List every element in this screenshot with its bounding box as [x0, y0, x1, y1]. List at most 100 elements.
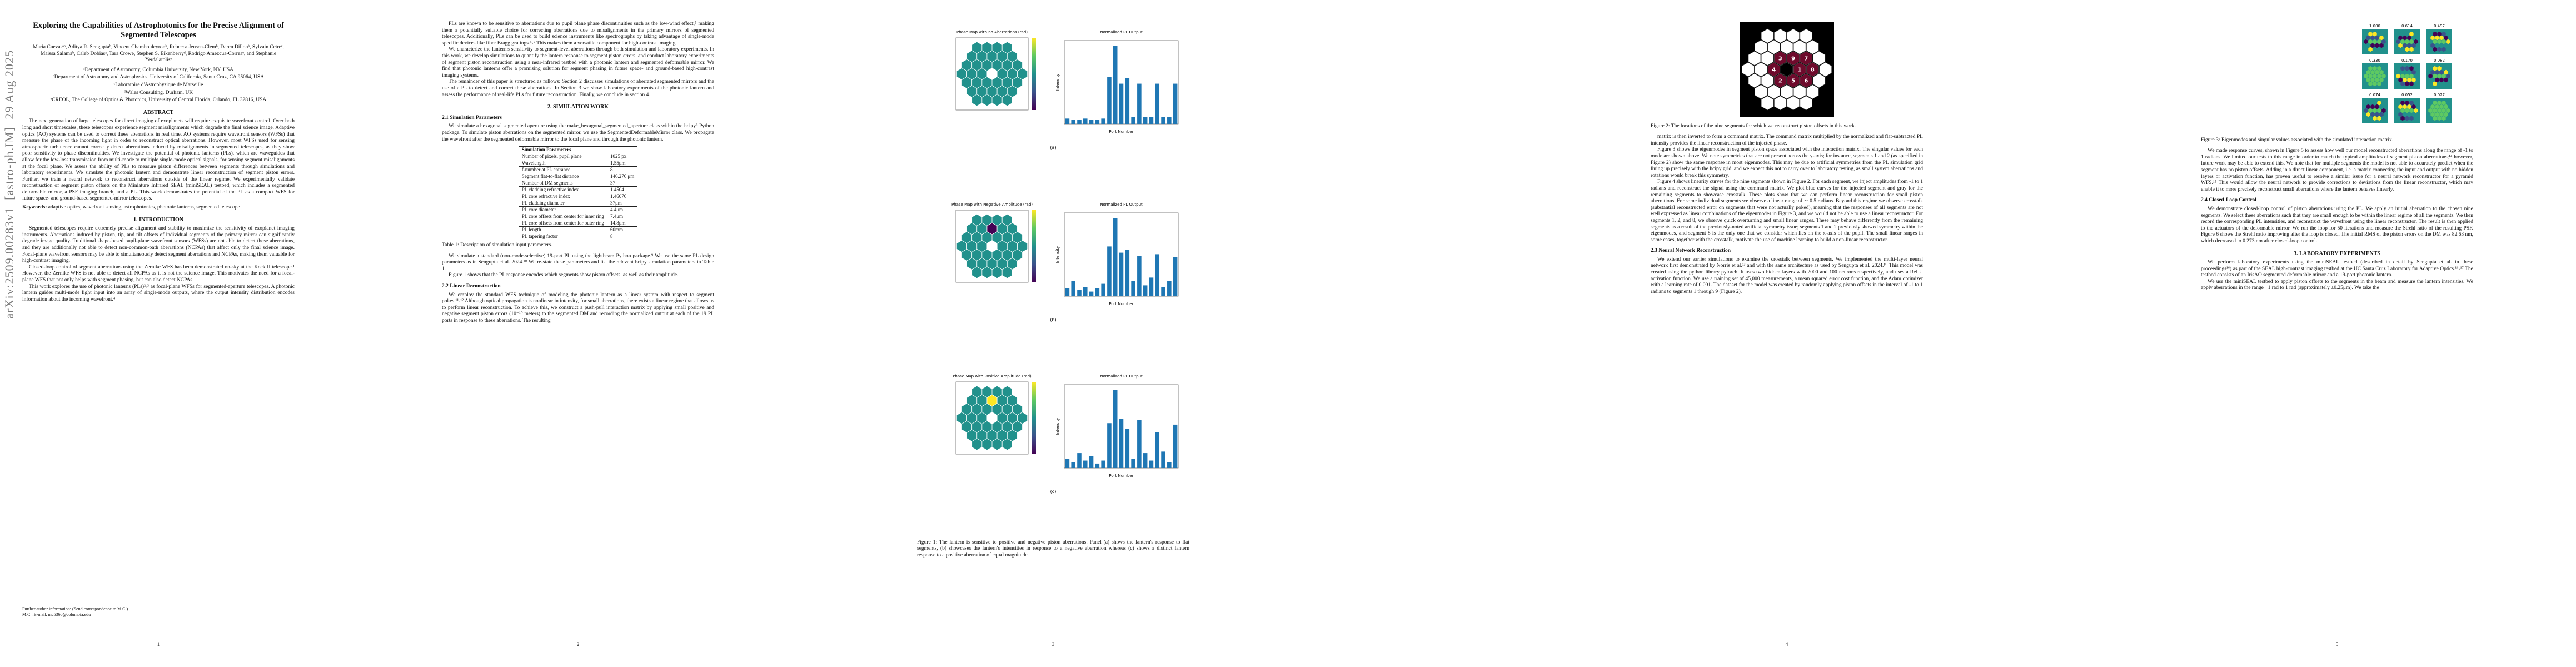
bar: [1137, 255, 1142, 296]
bar: [1089, 456, 1094, 469]
eigenmode-segment: [2442, 81, 2446, 87]
eigenmode-segment: [2411, 43, 2416, 48]
arxiv-id: arXiv:2509.00283v1 [astro-ph.IM] 29 Aug …: [2, 50, 16, 319]
eigenmode-segment: [2405, 116, 2409, 121]
page-body: Exploring the Capabilities of Astrophoto…: [22, 21, 295, 303]
table-cell: 8: [606, 233, 638, 241]
eigenmode-segment: [2368, 116, 2373, 121]
eigenmode-segment: [2364, 39, 2368, 44]
colorbar: [1032, 38, 1036, 110]
eigenmode-segment: [2437, 108, 2442, 113]
eigenmode-segment: [2444, 112, 2448, 117]
segment: [982, 59, 992, 71]
eigenmode-segment: [2411, 112, 2416, 117]
segment: [987, 86, 997, 97]
table-cell: 60mm: [606, 226, 638, 234]
segment: [1007, 395, 1018, 406]
affiliation: ᵃDepartment of Astronomy, Columbia Unive…: [83, 67, 234, 73]
segment: [992, 249, 1002, 261]
caption: Figure 1: The lantern is sensitive to po…: [917, 539, 1189, 558]
segment: [972, 94, 982, 106]
table-title-row: Simulation Parameters: [518, 146, 638, 154]
segment: [977, 68, 987, 79]
colorbar: [1032, 210, 1036, 282]
eigenmode-segment: [2373, 31, 2377, 37]
paragraph: We perform laboratory experiments using …: [2201, 260, 2473, 278]
bar: [1143, 453, 1148, 469]
eigenmode-segment: [2442, 31, 2446, 37]
bar: [1095, 464, 1100, 469]
keywords: Keywords: adaptive optics, wavefront sen…: [22, 205, 295, 211]
eigenmode-segment: [2435, 112, 2439, 117]
eigenmode-segment: [2373, 47, 2377, 52]
segment: [997, 395, 1007, 406]
segment: [992, 404, 1002, 415]
keywords-label: Keywords:: [22, 205, 47, 211]
y-axis-label: Intensity: [1055, 246, 1060, 262]
paragraph: We extend our earlier simulations to exa…: [1651, 256, 1923, 295]
segment: [977, 258, 987, 270]
bar: [1155, 432, 1160, 469]
parameter-table: Simulation Parameters Number of pixels, p…: [518, 146, 638, 241]
segment: [961, 59, 972, 71]
segment: [1017, 68, 1028, 79]
eigenmode-segment: [2403, 77, 2407, 83]
eigenmode-segment: [2439, 43, 2444, 48]
segment: [997, 240, 1007, 252]
eigenmode-segment: [2439, 77, 2444, 83]
eigenmode-segment: [2373, 39, 2377, 44]
segment: [992, 59, 1002, 71]
eigenmode-segment: [2442, 108, 2446, 113]
segment: [1002, 231, 1012, 243]
segment: [997, 223, 1007, 235]
section-heading: ABSTRACT: [143, 109, 174, 116]
segment: [1755, 39, 1767, 54]
eigenmode-segment: [2400, 66, 2405, 71]
eigenmode-segment: [2398, 43, 2403, 48]
eigenmode-segment: [2364, 73, 2368, 79]
eigenmode-segment: [2400, 100, 2405, 106]
eigenmode-segment: [2398, 69, 2403, 75]
eigenmode-segment: [2433, 31, 2437, 37]
segment: [1007, 86, 1018, 97]
eigenmode-segment: [2414, 108, 2418, 113]
table-row: PL cladding refractive index 1.4504: [518, 186, 638, 194]
paragraph: Closed-loop control of segment aberratio…: [22, 264, 295, 283]
bar: [1107, 246, 1112, 296]
table-row: PL core diameter 4.4μm: [518, 206, 638, 214]
bar: [1077, 120, 1082, 124]
segment: [972, 231, 982, 243]
table-cell: PL core diameter: [518, 206, 607, 214]
eigenmode-segment: [2409, 100, 2414, 106]
subsection-heading: 2.2 Linear Reconstruction: [442, 283, 501, 290]
bar: [1143, 285, 1148, 296]
x-axis-label: Port Number: [1109, 130, 1133, 134]
eigenmode-segment: [2377, 108, 2381, 113]
eigenmode-segment: [2409, 81, 2414, 87]
eigenmode-segment: [2446, 39, 2450, 44]
eigenmode-segment: [2379, 43, 2384, 48]
eigenmode-segment: [2405, 31, 2409, 37]
segment: [972, 77, 982, 88]
bar: [1125, 249, 1130, 296]
segment: [977, 395, 987, 406]
segment: [987, 412, 997, 424]
segment: [1012, 231, 1023, 243]
singular-value: 0.052: [2401, 93, 2413, 97]
eigenmode-segment: [2439, 35, 2444, 41]
table-cell: 1.4504: [606, 186, 638, 194]
segment-map: 42 3 5 916 78: [1740, 22, 1834, 117]
segment: [1806, 39, 1819, 54]
segment: [1774, 73, 1787, 88]
eigenmode-segment: [2435, 35, 2439, 41]
bar: [1149, 117, 1154, 124]
bar: [1167, 280, 1172, 296]
table-row: PL core refractive index 1.46076: [518, 193, 638, 201]
segment: [1767, 62, 1780, 77]
segment: [1755, 62, 1767, 77]
segment: [982, 94, 992, 106]
segment: [1012, 249, 1023, 261]
bar: [1113, 390, 1118, 469]
segment: [1002, 59, 1012, 71]
bar: [1113, 46, 1118, 124]
